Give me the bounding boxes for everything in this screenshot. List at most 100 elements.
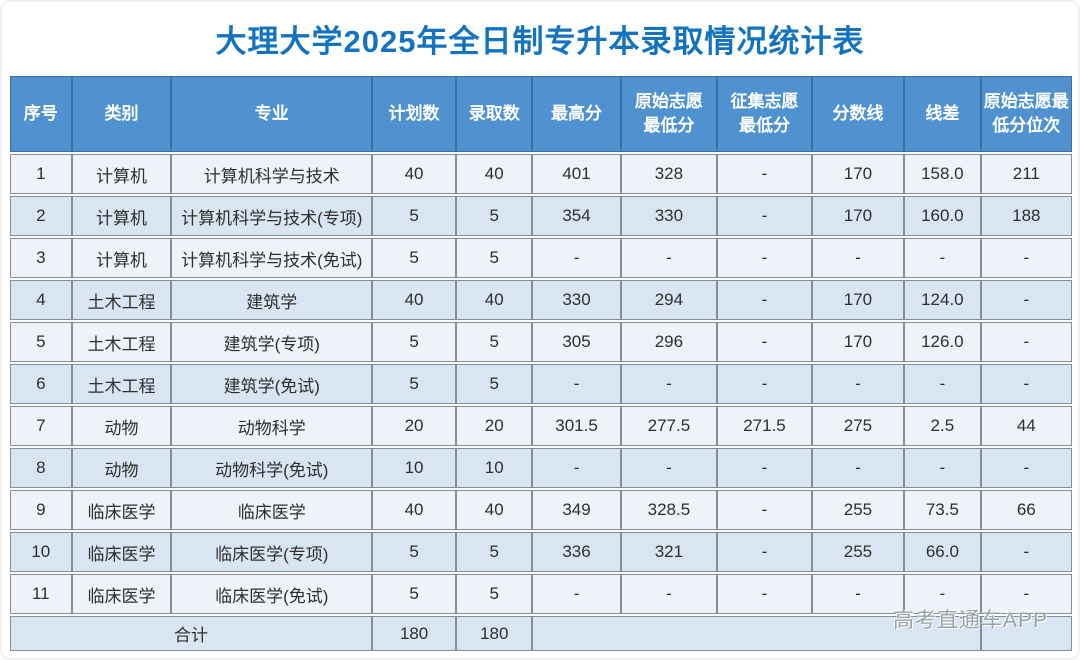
table-header: 序号 类别 专业 计划数 录取数 最高分 原始志愿 最低分 征集志愿 最低分 分数线 线差 原始志愿… bbox=[10, 76, 1072, 152]
table-row: 8 动物 动物科学(免试) 10 10- - - - - - bbox=[10, 448, 1072, 488]
cell-first-choice-min-rank: - bbox=[980, 574, 1072, 614]
cell-admit-count: 5 bbox=[456, 238, 533, 278]
cell-index: 6 bbox=[10, 364, 72, 404]
cell-score-diff: - bbox=[904, 574, 981, 614]
total-admit-count-cell: 180 bbox=[456, 616, 533, 651]
cell-first-choice-min: 321 bbox=[620, 532, 718, 572]
cell-cutoff-line: - bbox=[811, 574, 905, 614]
table-row: 7 动物 动物科学 20 20 301.5 277.5 271.5 275 2.5 44 bbox=[10, 406, 1072, 446]
cell-supplementary-min: - bbox=[717, 238, 812, 278]
cell-category: 临床医学 bbox=[71, 490, 172, 530]
cell-plan-count: 5 bbox=[372, 574, 456, 614]
col-header-major: 专业 bbox=[171, 76, 373, 152]
cell-index: 5 bbox=[10, 322, 72, 362]
cell-first-choice-min-rank: - bbox=[980, 280, 1072, 320]
cell-first-choice-min: - bbox=[620, 448, 718, 488]
cell-max-score: - bbox=[532, 364, 621, 404]
cell-admit-count: 5 bbox=[456, 196, 533, 236]
col-header-index: 序号 bbox=[10, 76, 72, 152]
cell-cutoff-line: 170 bbox=[811, 322, 905, 362]
cell-supplementary-min: 271.5 bbox=[717, 406, 812, 446]
cell-category: 土木工程 bbox=[71, 322, 172, 362]
cell-admit-count: 40 bbox=[456, 154, 533, 194]
cell-cutoff-line: 255 bbox=[811, 490, 905, 530]
cell-category: 动物 bbox=[71, 406, 172, 446]
cell-max-score: 301.5 bbox=[532, 406, 621, 446]
cell-admit-count: 40 bbox=[456, 490, 533, 530]
cell-major: 建筑学(免试) bbox=[171, 364, 373, 404]
cell-first-choice-min: 277.5 bbox=[620, 406, 718, 446]
cell-major: 建筑学(专项) bbox=[171, 322, 373, 362]
col-header-first-choice-min: 原始志愿 最低分 bbox=[620, 76, 718, 152]
cell-first-choice-min-rank: - bbox=[980, 322, 1072, 362]
cell-index: 8 bbox=[10, 448, 72, 488]
cell-max-score: - bbox=[532, 448, 621, 488]
cell-first-choice-min: 330 bbox=[620, 196, 718, 236]
cell-cutoff-line: 170 bbox=[811, 154, 905, 194]
table-row: 11 临床医学 临床医学(免试) 5 5- - - - - - bbox=[10, 574, 1072, 614]
table-row: 4 土木工程 建筑学 40 40 330 294-170 124.0- bbox=[10, 280, 1072, 320]
cell-max-score: 401 bbox=[532, 154, 621, 194]
cell-index: 1 bbox=[10, 154, 72, 194]
cell-supplementary-min: - bbox=[717, 196, 812, 236]
table-row: 2 计算机 计算机科学与技术(专项) 5 5 354 330-170 160.0 188 bbox=[10, 196, 1072, 236]
cell-category: 计算机 bbox=[71, 196, 172, 236]
cell-admit-count: 5 bbox=[456, 532, 533, 572]
cell-supplementary-min: - bbox=[717, 448, 812, 488]
cell-max-score: 349 bbox=[532, 490, 621, 530]
cell-first-choice-min: - bbox=[620, 364, 718, 404]
cell-supplementary-min: - bbox=[717, 364, 812, 404]
cell-category: 动物 bbox=[71, 448, 172, 488]
cell-plan-count: 40 bbox=[372, 154, 456, 194]
cell-plan-count: 10 bbox=[372, 448, 456, 488]
cell-first-choice-min-rank: 66 bbox=[980, 490, 1072, 530]
cell-first-choice-min: 294 bbox=[620, 280, 718, 320]
total-rank-cell bbox=[980, 616, 1072, 651]
page-title: 大理大学2025年全日制专升本录取情况统计表 bbox=[215, 24, 865, 59]
cell-admit-count: 40 bbox=[456, 280, 533, 320]
col-header-admit-count: 录取数 bbox=[456, 76, 533, 152]
col-header-max-score: 最高分 bbox=[532, 76, 621, 152]
cell-major: 动物科学 bbox=[171, 406, 373, 446]
col-header-first-choice-min-rank: 原始志愿最 低分位次 bbox=[980, 76, 1072, 152]
cell-category: 计算机 bbox=[71, 154, 172, 194]
cell-index: 10 bbox=[10, 532, 72, 572]
total-label-cell: 合计 bbox=[10, 616, 373, 651]
cell-index: 9 bbox=[10, 490, 72, 530]
cell-supplementary-min: - bbox=[717, 574, 812, 614]
cell-supplementary-min: - bbox=[717, 532, 812, 572]
cell-first-choice-min-rank: 211 bbox=[980, 154, 1072, 194]
cell-score-diff: - bbox=[904, 448, 981, 488]
table-row: 9 临床医学 临床医学 40 40 349 328.5-255 73.5 66 bbox=[10, 490, 1072, 530]
cell-first-choice-min-rank: - bbox=[980, 532, 1072, 572]
cell-cutoff-line: - bbox=[811, 238, 905, 278]
cell-plan-count: 5 bbox=[372, 238, 456, 278]
total-plan-count-cell: 180 bbox=[372, 616, 456, 651]
cell-score-diff: - bbox=[904, 364, 981, 404]
cell-index: 2 bbox=[10, 196, 72, 236]
cell-supplementary-min: - bbox=[717, 322, 812, 362]
table-body: 1 计算机 计算机科学与技术 40 40 401 328-170 158.0 211 2 计算机 计算… bbox=[10, 154, 1072, 651]
cell-first-choice-min: - bbox=[620, 574, 718, 614]
cell-score-diff: - bbox=[904, 238, 981, 278]
col-header-supplementary-min: 征集志愿 最低分 bbox=[717, 76, 812, 152]
table-row: 1 计算机 计算机科学与技术 40 40 401 328-170 158.0 211 bbox=[10, 154, 1072, 194]
table-row: 3 计算机 计算机科学与技术(免试) 5 5- - - - - - bbox=[10, 238, 1072, 278]
cell-admit-count: 5 bbox=[456, 364, 533, 404]
col-header-cutoff-line: 分数线 bbox=[811, 76, 905, 152]
cell-admit-count: 10 bbox=[456, 448, 533, 488]
cell-major: 临床医学(免试) bbox=[171, 574, 373, 614]
cell-major: 计算机科学与技术(免试) bbox=[171, 238, 373, 278]
cell-cutoff-line: 170 bbox=[811, 280, 905, 320]
cell-category: 临床医学 bbox=[71, 532, 172, 572]
cell-score-diff: 158.0 bbox=[904, 154, 981, 194]
cell-cutoff-line: - bbox=[811, 364, 905, 404]
cell-first-choice-min: 296 bbox=[620, 322, 718, 362]
cell-plan-count: 40 bbox=[372, 280, 456, 320]
cell-max-score: 354 bbox=[532, 196, 621, 236]
cell-supplementary-min: - bbox=[717, 280, 812, 320]
cell-first-choice-min-rank: - bbox=[980, 238, 1072, 278]
cell-max-score: - bbox=[532, 238, 621, 278]
cell-admit-count: 5 bbox=[456, 322, 533, 362]
